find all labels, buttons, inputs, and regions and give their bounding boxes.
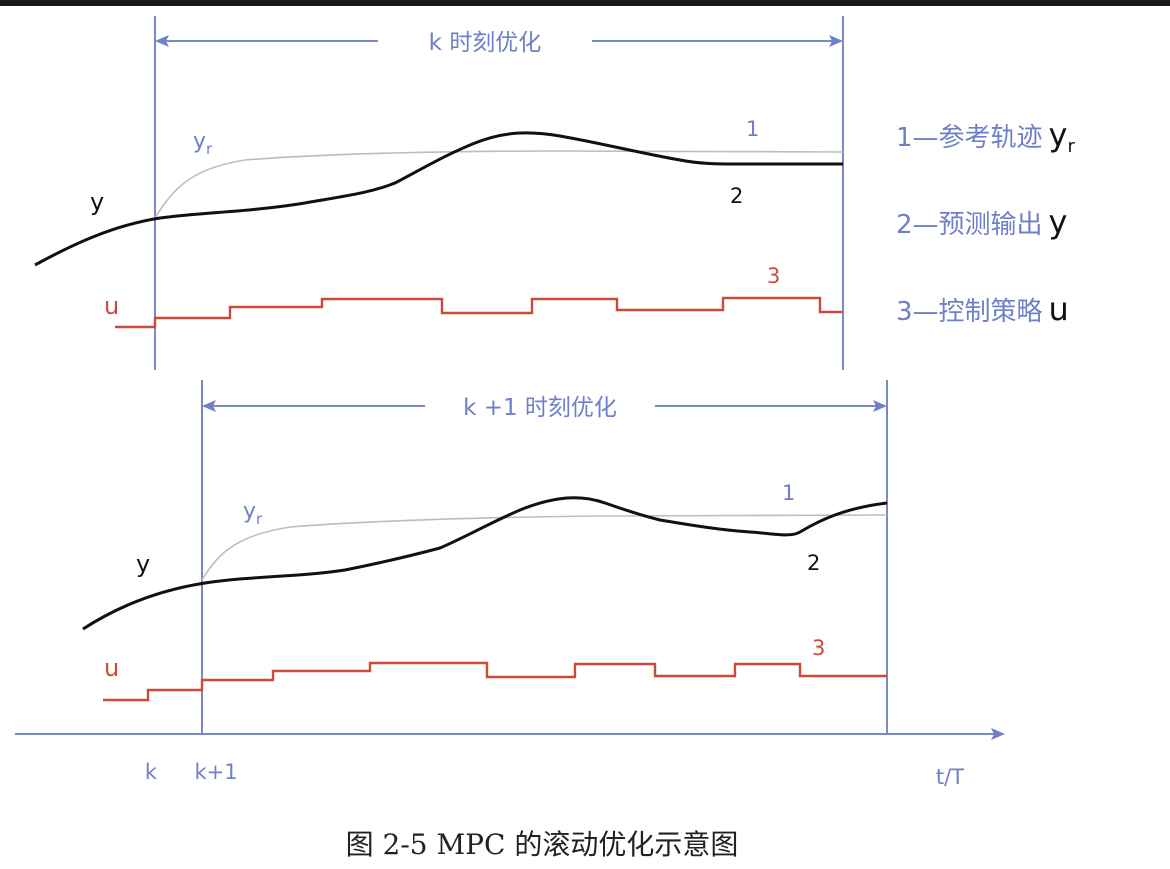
panel-k1-marker-3: 3 [812,636,825,660]
panel-k-control-strategy [115,296,843,329]
panel-k1-y-label: y [136,550,150,578]
panel-k-marker-2: 2 [730,184,743,208]
time-axis: k k+1 t/T [15,728,1005,789]
panel-k-u-label: u [104,292,119,320]
panel-k1-marker-2: 2 [807,551,820,575]
legend-item-control: 3—控制策略 u [896,290,1069,328]
tick-label-k-plus-1: k+1 [194,760,237,784]
panel-k1-yr-label: yr [243,499,263,528]
panel-k-marker-1: 1 [746,117,759,141]
panel-k-predicted-output [34,131,843,267]
panel-k1-marker-1: 1 [782,481,795,505]
panel-k-y-label: y [90,188,104,216]
legend-item-reference: 1—参考轨迹 yr [896,116,1075,157]
panel-k1-predicted-output [82,496,888,631]
top-border-strip [0,0,1170,6]
panel-k1: k +1 时刻优化 yr y u 1 2 3 [82,380,888,735]
panel-k1-u-label: u [104,654,119,682]
figure-caption: 图 2-5 MPC 的滚动优化示意图 [346,828,739,861]
legend: 1—参考轨迹 yr 2—预测输出 y 3—控制策略 u [896,116,1075,328]
axis-label-t-over-T: t/T [936,765,964,789]
panel-k1-window-label: k +1 时刻优化 [463,395,617,421]
panel-k-marker-3: 3 [767,264,780,288]
panel-k-window-label: k 时刻优化 [429,30,542,56]
panel-k1-control-strategy [103,661,887,702]
panel-k: k 时刻优化 yr y u 1 2 3 [34,16,844,370]
legend-item-predicted: 2—预测输出 y [896,203,1067,241]
tick-label-k: k [145,760,158,784]
panel-k-yr-label: yr [193,129,213,158]
panel-k1-reference-trajectory [201,514,888,581]
